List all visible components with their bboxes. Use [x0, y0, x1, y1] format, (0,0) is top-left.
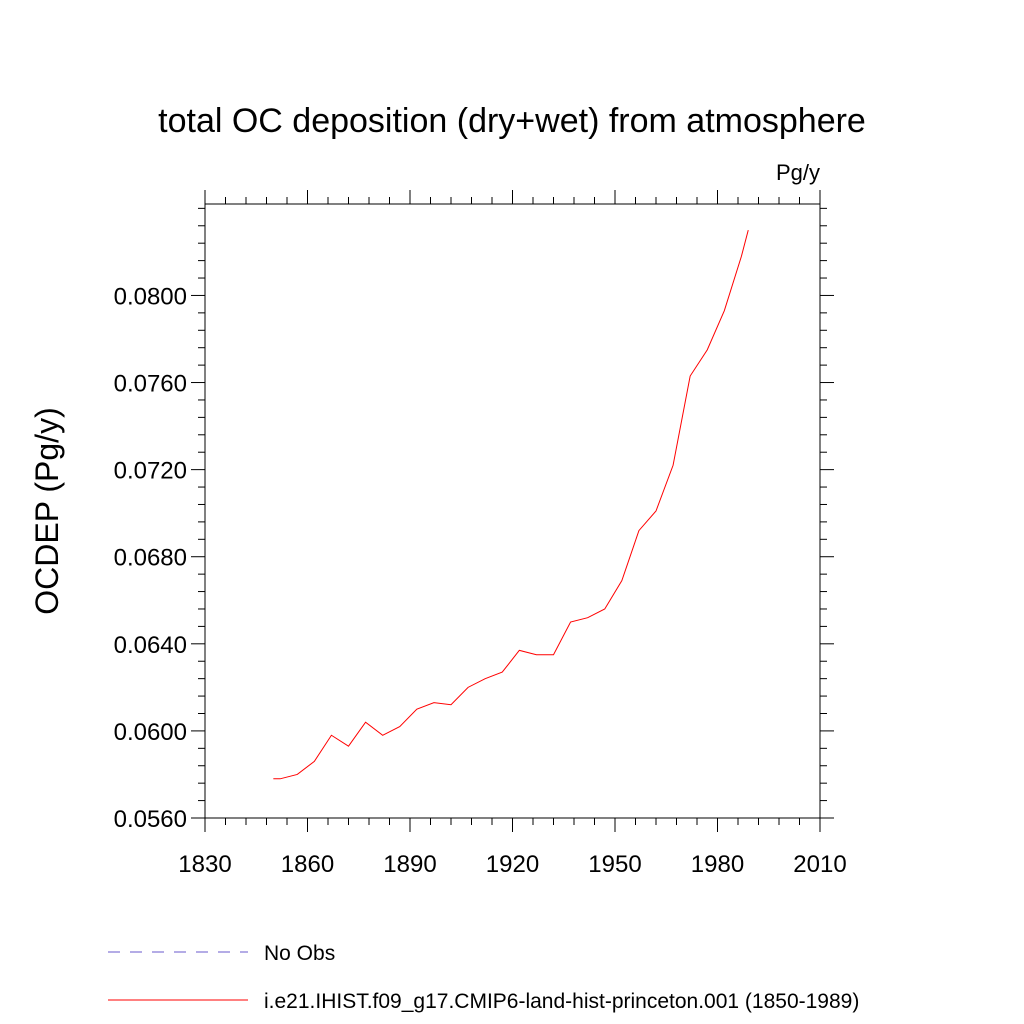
y-axis-label: OCDEP (Pg/y) [29, 407, 65, 614]
legend-label: No Obs [264, 942, 335, 965]
y-tick-label: 0.0760 [114, 371, 187, 398]
legend: No Obs i.e21.IHIST.f09_g17.CMIP6-land-his… [108, 942, 859, 1013]
plot-frame [204, 203, 821, 819]
y-tick-label: 0.0560 [114, 806, 187, 833]
y-tick-label: 0.0680 [114, 545, 187, 572]
x-tick-label: 1830 [178, 851, 231, 878]
x-tick-label: 1920 [486, 851, 539, 878]
y-tick-label: 0.0800 [114, 283, 187, 310]
series-layer [273, 230, 749, 780]
series-line-1 [273, 230, 749, 780]
y-tick-label: 0.0640 [114, 632, 187, 659]
y-tick-label: 0.0720 [114, 458, 187, 485]
x-axis-ticks: 1830 1860 1890 1920 1950 1980 2010 [178, 190, 847, 878]
x-tick-label: 2010 [793, 851, 846, 878]
x-tick-label: 1950 [588, 851, 641, 878]
x-tick-label: 1860 [281, 851, 334, 878]
legend-label: i.e21.IHIST.f09_g17.CMIP6-land-hist-prin… [264, 990, 859, 1013]
y-tick-label: 0.0600 [114, 719, 187, 746]
x-tick-label: 1890 [383, 851, 436, 878]
y-axis-ticks: 0.0560 0.0600 0.0640 0.0680 0.0720 0.0760 0.08… [114, 207, 834, 833]
chart-title: total OC deposition (dry+wet) from atmos… [158, 102, 866, 140]
x-tick-label: 1980 [691, 851, 744, 878]
units-label: Pg/y [776, 160, 820, 185]
